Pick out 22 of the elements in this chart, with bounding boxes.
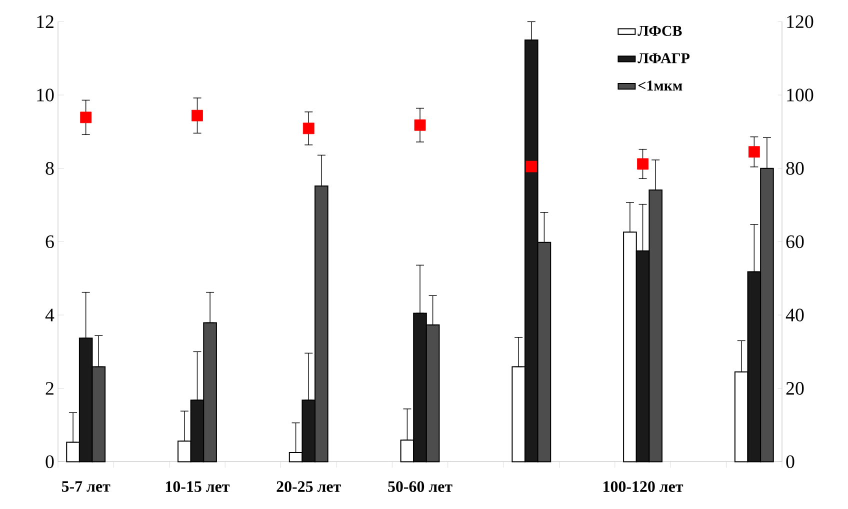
y2-tick-label: 40: [786, 308, 804, 322]
x-tick-label: 100-120 лет: [604, 481, 684, 492]
x-tick-label: 20-25 лет: [276, 481, 341, 492]
y2-tick-label: 0: [786, 455, 794, 468]
y2-tick-label: 20: [786, 382, 804, 395]
y-tick-label: 8: [46, 162, 54, 175]
y-tick-label: 10: [37, 88, 54, 102]
x-tick-label: 50-60 лет: [388, 481, 452, 492]
y-tick-label: 2: [46, 382, 54, 395]
legend-label: ЛФСВ: [638, 26, 682, 36]
y2-tick-label: 120: [787, 15, 814, 28]
y-tick-label: 0: [46, 455, 54, 468]
y-tick-label: 6: [46, 235, 54, 248]
x-tick-label: 10-15 лет: [166, 481, 230, 492]
legend-label: <1мкм: [638, 80, 682, 90]
y-tick-label: 4: [45, 308, 54, 322]
y-tick-label: 12: [37, 15, 54, 28]
y2-tick-label: 100: [787, 88, 814, 102]
x-tick-label: 5-7 лет: [62, 481, 110, 492]
y2-tick-label: 60: [786, 235, 804, 248]
y2-tick-label: 80: [786, 162, 804, 175]
legend-label: ЛФАГР: [638, 53, 690, 64]
